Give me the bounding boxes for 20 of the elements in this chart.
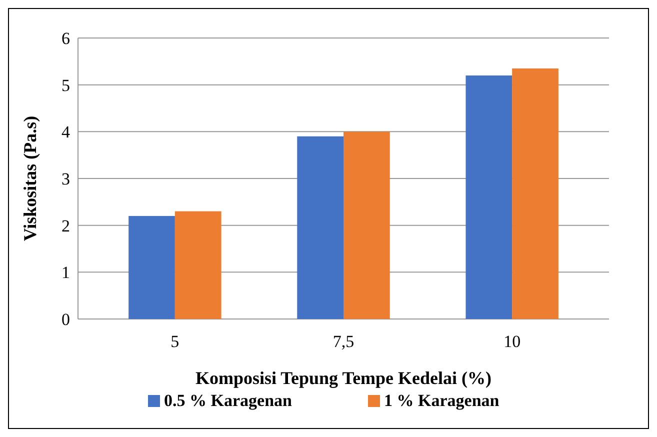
bar <box>297 136 344 319</box>
y-tick-label: 4 <box>62 122 70 142</box>
bar <box>344 132 390 319</box>
y-tick-label: 0 <box>62 310 70 329</box>
bar <box>174 211 222 319</box>
y-tick-label: 5 <box>62 76 70 95</box>
legend-label: 0.5 % Karagenan <box>164 391 293 410</box>
legend-label: 1 % Karagenan <box>384 391 500 410</box>
y-axis-title: Viskositas (Pa.s) <box>20 116 40 242</box>
y-tick-label: 3 <box>62 169 70 188</box>
x-axis-title: Komposisi Tepung Tempe Kedelai (%) <box>195 368 492 388</box>
bar <box>128 216 175 319</box>
y-tick-label: 6 <box>62 28 70 48</box>
x-tick-label: 5 <box>170 332 180 351</box>
bar <box>512 68 558 319</box>
x-tick-label: 10 <box>504 332 521 351</box>
y-tick-label: 1 <box>62 263 70 282</box>
y-tick-label: 2 <box>62 216 70 236</box>
x-tick-label: 7,5 <box>332 332 354 351</box>
bar <box>466 75 512 319</box>
